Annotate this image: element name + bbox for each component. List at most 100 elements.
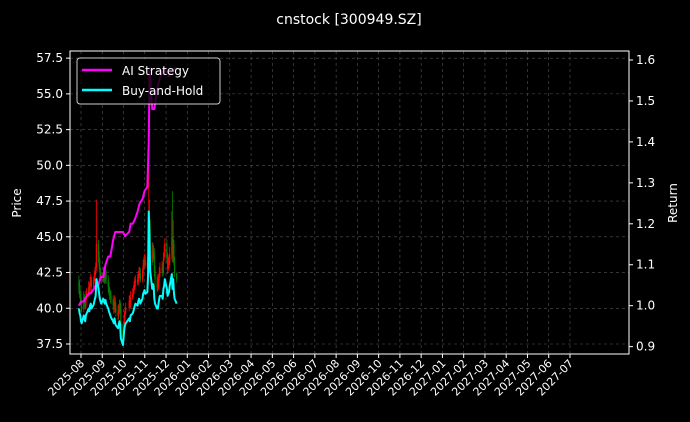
candle-body (166, 243, 168, 259)
candle-body (152, 251, 154, 259)
candle-body (81, 305, 83, 309)
candle-body (95, 243, 97, 269)
y-left-tick-label: 50.0 (36, 158, 63, 172)
candle-body (104, 276, 106, 280)
candle (158, 266, 160, 283)
candle-body (173, 262, 176, 273)
candle-body (92, 281, 95, 287)
candle (153, 245, 155, 260)
y-axis-left-label: Price (10, 188, 24, 217)
candle-body (89, 282, 91, 292)
candle (141, 268, 144, 283)
legend-label-buy-and-hold: Buy-and-Hold (122, 84, 203, 98)
candle-body (132, 293, 134, 297)
candle-body (124, 311, 126, 317)
y-left-tick-label: 57.5 (36, 51, 63, 65)
candle-body (173, 243, 175, 263)
candle (109, 286, 111, 300)
candle-body (139, 273, 141, 280)
candle-body (133, 286, 135, 292)
candle-body (156, 279, 158, 287)
candle-body (114, 301, 116, 309)
y-left-tick-label: 42.5 (36, 266, 63, 280)
candle-body (167, 265, 169, 269)
candle-body (153, 251, 155, 254)
candle-body (109, 291, 111, 294)
candle (142, 259, 144, 277)
y-left-tick-label: 47.5 (36, 194, 63, 208)
y-left-tick-label: 45.0 (36, 230, 63, 244)
candle-body (137, 276, 139, 283)
y-right-tick-label: 1.1 (636, 258, 655, 272)
candle (119, 299, 121, 313)
candle-body (134, 282, 136, 287)
candle-body (115, 308, 117, 312)
candle-body (98, 256, 100, 266)
candle (118, 303, 120, 320)
candle (114, 296, 116, 313)
candle-body (169, 253, 171, 263)
candle-body (109, 293, 111, 297)
candle (90, 276, 93, 292)
candle (154, 265, 156, 286)
y-right-tick-label: 1.0 (636, 299, 655, 313)
candle-body (139, 272, 141, 274)
candle (133, 281, 135, 294)
candle (176, 272, 178, 283)
candle-body (117, 311, 119, 316)
candle (137, 271, 139, 286)
candle (173, 239, 175, 266)
candle (166, 239, 168, 263)
candle-body (125, 308, 127, 312)
candle (169, 246, 171, 266)
candle-body (151, 251, 153, 259)
candle (171, 191, 174, 263)
candle-body (99, 272, 102, 277)
candle (128, 295, 130, 312)
candle-body (120, 309, 122, 330)
y-left-tick-label: 52.5 (36, 123, 63, 137)
candle (138, 266, 140, 282)
candle-body (138, 272, 140, 277)
legend-box (76, 57, 221, 105)
candle (172, 219, 174, 263)
candle (89, 276, 91, 294)
candle-body (162, 268, 164, 273)
candle (125, 302, 127, 314)
candle-body (79, 285, 81, 294)
candle-body (161, 268, 163, 270)
candle-body (162, 258, 165, 273)
candle (144, 255, 146, 269)
y-right-tick-label: 1.3 (636, 176, 655, 190)
candle (157, 273, 160, 290)
candle (90, 273, 92, 287)
candle-body (144, 259, 146, 266)
candle (134, 275, 137, 287)
candle (93, 271, 95, 284)
candle (95, 199, 97, 272)
candle (117, 305, 119, 320)
candle-body (94, 272, 96, 277)
candle-body (119, 305, 121, 310)
candle-body (90, 279, 93, 287)
y-right-tick-label: 0.9 (636, 340, 655, 354)
candle-body (118, 305, 121, 312)
y-right-tick-label: 1.6 (636, 53, 655, 67)
candle-body (79, 293, 81, 297)
candle-body (172, 243, 174, 259)
candle-body (142, 265, 144, 273)
y-left-tick-label: 55.0 (36, 87, 63, 101)
candle (110, 291, 112, 304)
candle (108, 282, 110, 296)
candle (132, 285, 134, 297)
candle (159, 262, 161, 277)
candle (109, 289, 111, 303)
y-axis-right: 0.9 1.0 1.1 1.2 1.3 1.4 1.5 1.6 (629, 53, 655, 354)
candle (168, 253, 170, 269)
y-axis-left: 37.5 40.0 42.5 45.0 47.5 50.0 52.5 55.0 57.5 (36, 51, 70, 351)
candle-body (171, 236, 174, 259)
candle-body (128, 301, 130, 309)
candle (173, 256, 176, 277)
candle-body (90, 279, 92, 283)
